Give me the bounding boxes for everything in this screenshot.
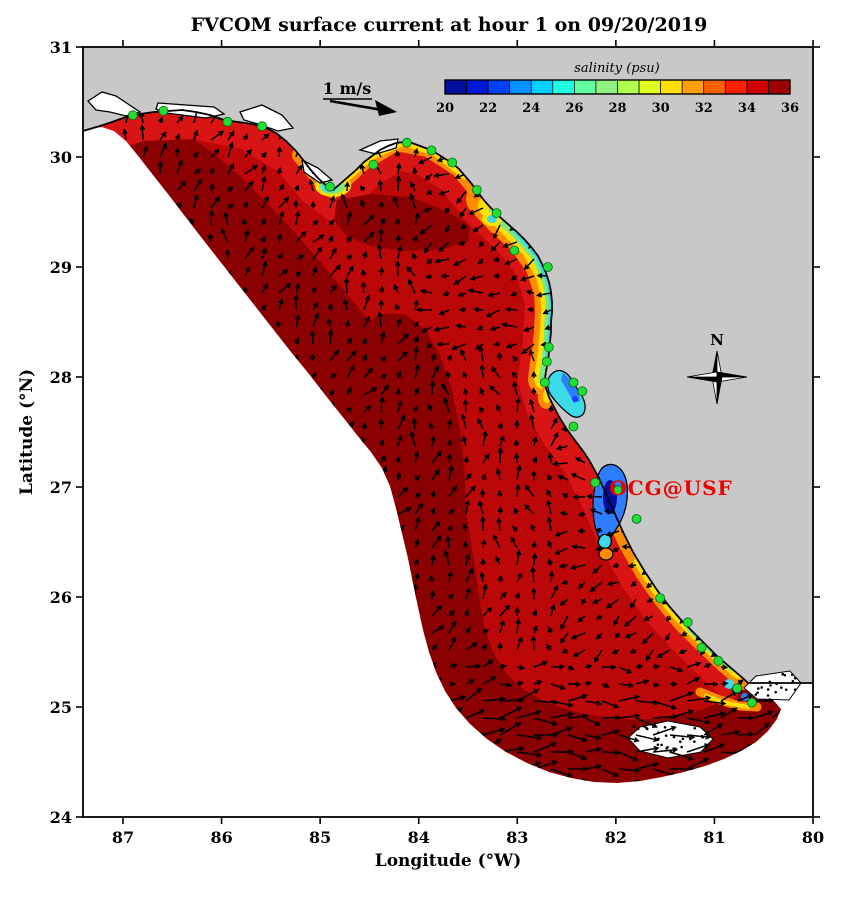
colorbar: salinity (psu) 20 22 24 26 28 30 32 34 36	[436, 61, 799, 116]
colorbar-tick-label: 20	[436, 101, 454, 116]
station-marker	[655, 593, 666, 603]
station-marker	[158, 105, 169, 116]
colorbar-tick-label: 34	[738, 101, 756, 116]
land-florida	[83, 47, 813, 683]
station-marker	[696, 642, 707, 653]
station-marker	[590, 477, 601, 488]
y-tick-label: 26	[50, 588, 72, 607]
colorbar-tick-label: 24	[522, 101, 540, 116]
station-marker	[577, 386, 588, 397]
scale-arrow-shaft	[329, 99, 383, 112]
station-marker	[401, 137, 412, 148]
station-marker	[568, 377, 579, 388]
axis-tick-labels: 87 86 85 84 83 82 81 80 31 30 29 28 27 26 25 24	[50, 38, 824, 847]
colorbar-title: salinity (psu)	[574, 61, 659, 76]
x-axis-title: Longitude (°W)	[375, 851, 522, 871]
station-marker	[127, 110, 138, 121]
salinity-36-panhandle-patch	[334, 194, 470, 251]
x-tick-label: 80	[802, 828, 824, 847]
scale-arrow-head	[375, 100, 397, 116]
colorbar-tick-label: 28	[608, 101, 626, 116]
station-marker	[222, 116, 233, 127]
x-tick-label: 82	[605, 828, 627, 847]
x-tick-label: 85	[309, 828, 331, 847]
scale-vector: 1 m/s	[323, 79, 397, 116]
x-tick-label: 87	[112, 828, 134, 847]
y-tick-label: 25	[50, 698, 72, 717]
station-marker	[746, 697, 757, 708]
station-marker	[713, 655, 724, 666]
figure-title: FVCOM surface current at hour 1 on 09/20…	[191, 14, 708, 36]
compass-rose: N	[686, 331, 748, 405]
colorbar-tick-label: 36	[781, 101, 799, 116]
salinity-34-shelf	[83, 111, 748, 720]
y-tick-label: 31	[50, 38, 72, 57]
colorbar-tick-label: 30	[652, 101, 670, 116]
y-tick-label: 29	[50, 258, 72, 277]
x-tick-label: 81	[703, 828, 725, 847]
y-tick-label: 28	[50, 368, 72, 387]
station-marker	[612, 485, 623, 496]
station-marker	[447, 157, 458, 168]
y-tick-label: 27	[50, 478, 72, 497]
station-marker	[541, 356, 552, 367]
station-marker	[631, 514, 642, 524]
y-tick-label: 24	[50, 808, 72, 827]
florida-bay-banks	[627, 670, 802, 759]
y-tick-label: 30	[50, 148, 72, 167]
watermark-ocg-usf: OCG@USF	[609, 476, 733, 500]
station-marker	[568, 421, 579, 432]
y-axis-title: Latitude (°N)	[17, 369, 37, 495]
scale-vector-label: 1 m/s	[323, 79, 371, 98]
station-marker	[682, 617, 693, 628]
tampa-bay	[546, 369, 586, 418]
compass-label: N	[710, 331, 724, 349]
axis-ticks	[76, 40, 820, 824]
colorbar-cells	[444, 79, 791, 95]
station-marker	[539, 377, 550, 388]
x-tick-label: 84	[408, 828, 430, 847]
x-tick-label: 83	[506, 828, 528, 847]
colorbar-tick-label: 26	[565, 101, 583, 116]
station-marker	[732, 683, 742, 694]
station-marker	[325, 181, 335, 192]
salinity-36-midshelf-tongue	[350, 314, 466, 606]
station-marker	[543, 342, 554, 353]
station-marker	[471, 185, 482, 195]
colorbar-tick-label: 22	[479, 101, 497, 116]
station-marker	[491, 208, 502, 219]
station-markers	[127, 105, 757, 708]
colorbar-tick-label: 32	[695, 101, 713, 116]
station-marker	[542, 262, 553, 272]
station-marker	[426, 145, 437, 156]
station-marker	[368, 159, 379, 170]
plot-frame	[82, 46, 814, 818]
station-marker	[257, 121, 267, 132]
station-marker	[509, 245, 520, 256]
fringe-30-keys	[704, 694, 750, 709]
colorbar-tick-labels: 20 22 24 26 28 30 32 34 36	[436, 101, 799, 116]
x-tick-label: 86	[210, 828, 232, 847]
